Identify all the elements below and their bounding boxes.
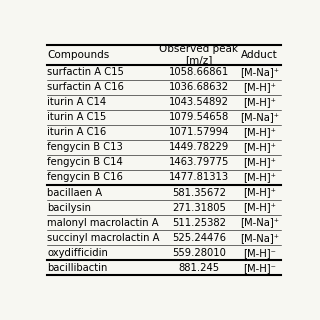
Text: iturin A C16: iturin A C16 bbox=[47, 127, 107, 137]
Text: [M-H]⁻: [M-H]⁻ bbox=[243, 248, 276, 258]
Text: iturin A C14: iturin A C14 bbox=[47, 97, 107, 107]
Text: Compounds: Compounds bbox=[47, 50, 110, 60]
Text: fengycin B C13: fengycin B C13 bbox=[47, 142, 123, 152]
Text: [M-H]⁻: [M-H]⁻ bbox=[243, 263, 276, 273]
Text: surfactin A C15: surfactin A C15 bbox=[47, 67, 124, 77]
Text: succinyl macrolactin A: succinyl macrolactin A bbox=[47, 233, 160, 243]
Text: bacillibactin: bacillibactin bbox=[47, 263, 108, 273]
Text: 511.25382: 511.25382 bbox=[172, 218, 226, 228]
Text: 1036.68632: 1036.68632 bbox=[169, 82, 229, 92]
Text: Observed peak
[m/z]: Observed peak [m/z] bbox=[159, 44, 238, 66]
Text: 525.24476: 525.24476 bbox=[172, 233, 226, 243]
Text: [M-Na]⁺: [M-Na]⁺ bbox=[240, 112, 279, 122]
Text: 1449.78229: 1449.78229 bbox=[169, 142, 229, 152]
Text: [M-H]⁺: [M-H]⁺ bbox=[243, 82, 276, 92]
Text: [M-H]⁺: [M-H]⁺ bbox=[243, 127, 276, 137]
Text: [M-H]⁺: [M-H]⁺ bbox=[243, 172, 276, 182]
Text: [M-Na]⁺: [M-Na]⁺ bbox=[240, 218, 279, 228]
Text: [M-H]⁺: [M-H]⁺ bbox=[243, 188, 276, 197]
Text: 559.28010: 559.28010 bbox=[172, 248, 226, 258]
Text: surfactin A C16: surfactin A C16 bbox=[47, 82, 124, 92]
Text: bacilysin: bacilysin bbox=[47, 203, 92, 212]
Text: 1043.54892: 1043.54892 bbox=[169, 97, 229, 107]
Text: Adduct: Adduct bbox=[241, 50, 278, 60]
Text: [M-H]⁺: [M-H]⁺ bbox=[243, 157, 276, 167]
Text: 1079.54658: 1079.54658 bbox=[169, 112, 229, 122]
Text: [M-Na]⁺: [M-Na]⁺ bbox=[240, 67, 279, 77]
Text: oxydifficidin: oxydifficidin bbox=[47, 248, 108, 258]
Text: fengycin B C14: fengycin B C14 bbox=[47, 157, 123, 167]
Text: [M-Na]⁺: [M-Na]⁺ bbox=[240, 233, 279, 243]
Text: 1071.57994: 1071.57994 bbox=[169, 127, 229, 137]
Text: [M-H]⁺: [M-H]⁺ bbox=[243, 97, 276, 107]
Text: 271.31805: 271.31805 bbox=[172, 203, 226, 212]
Text: iturin A C15: iturin A C15 bbox=[47, 112, 107, 122]
Text: [M-H]⁺: [M-H]⁺ bbox=[243, 203, 276, 212]
Text: 1477.81313: 1477.81313 bbox=[169, 172, 229, 182]
Text: 881.245: 881.245 bbox=[178, 263, 219, 273]
Text: fengycin B C16: fengycin B C16 bbox=[47, 172, 123, 182]
Text: bacillaen A: bacillaen A bbox=[47, 188, 103, 197]
Text: malonyl macrolactin A: malonyl macrolactin A bbox=[47, 218, 159, 228]
Text: 1058.66861: 1058.66861 bbox=[169, 67, 229, 77]
Text: 581.35672: 581.35672 bbox=[172, 188, 226, 197]
Text: 1463.79775: 1463.79775 bbox=[169, 157, 229, 167]
Text: [M-H]⁺: [M-H]⁺ bbox=[243, 142, 276, 152]
